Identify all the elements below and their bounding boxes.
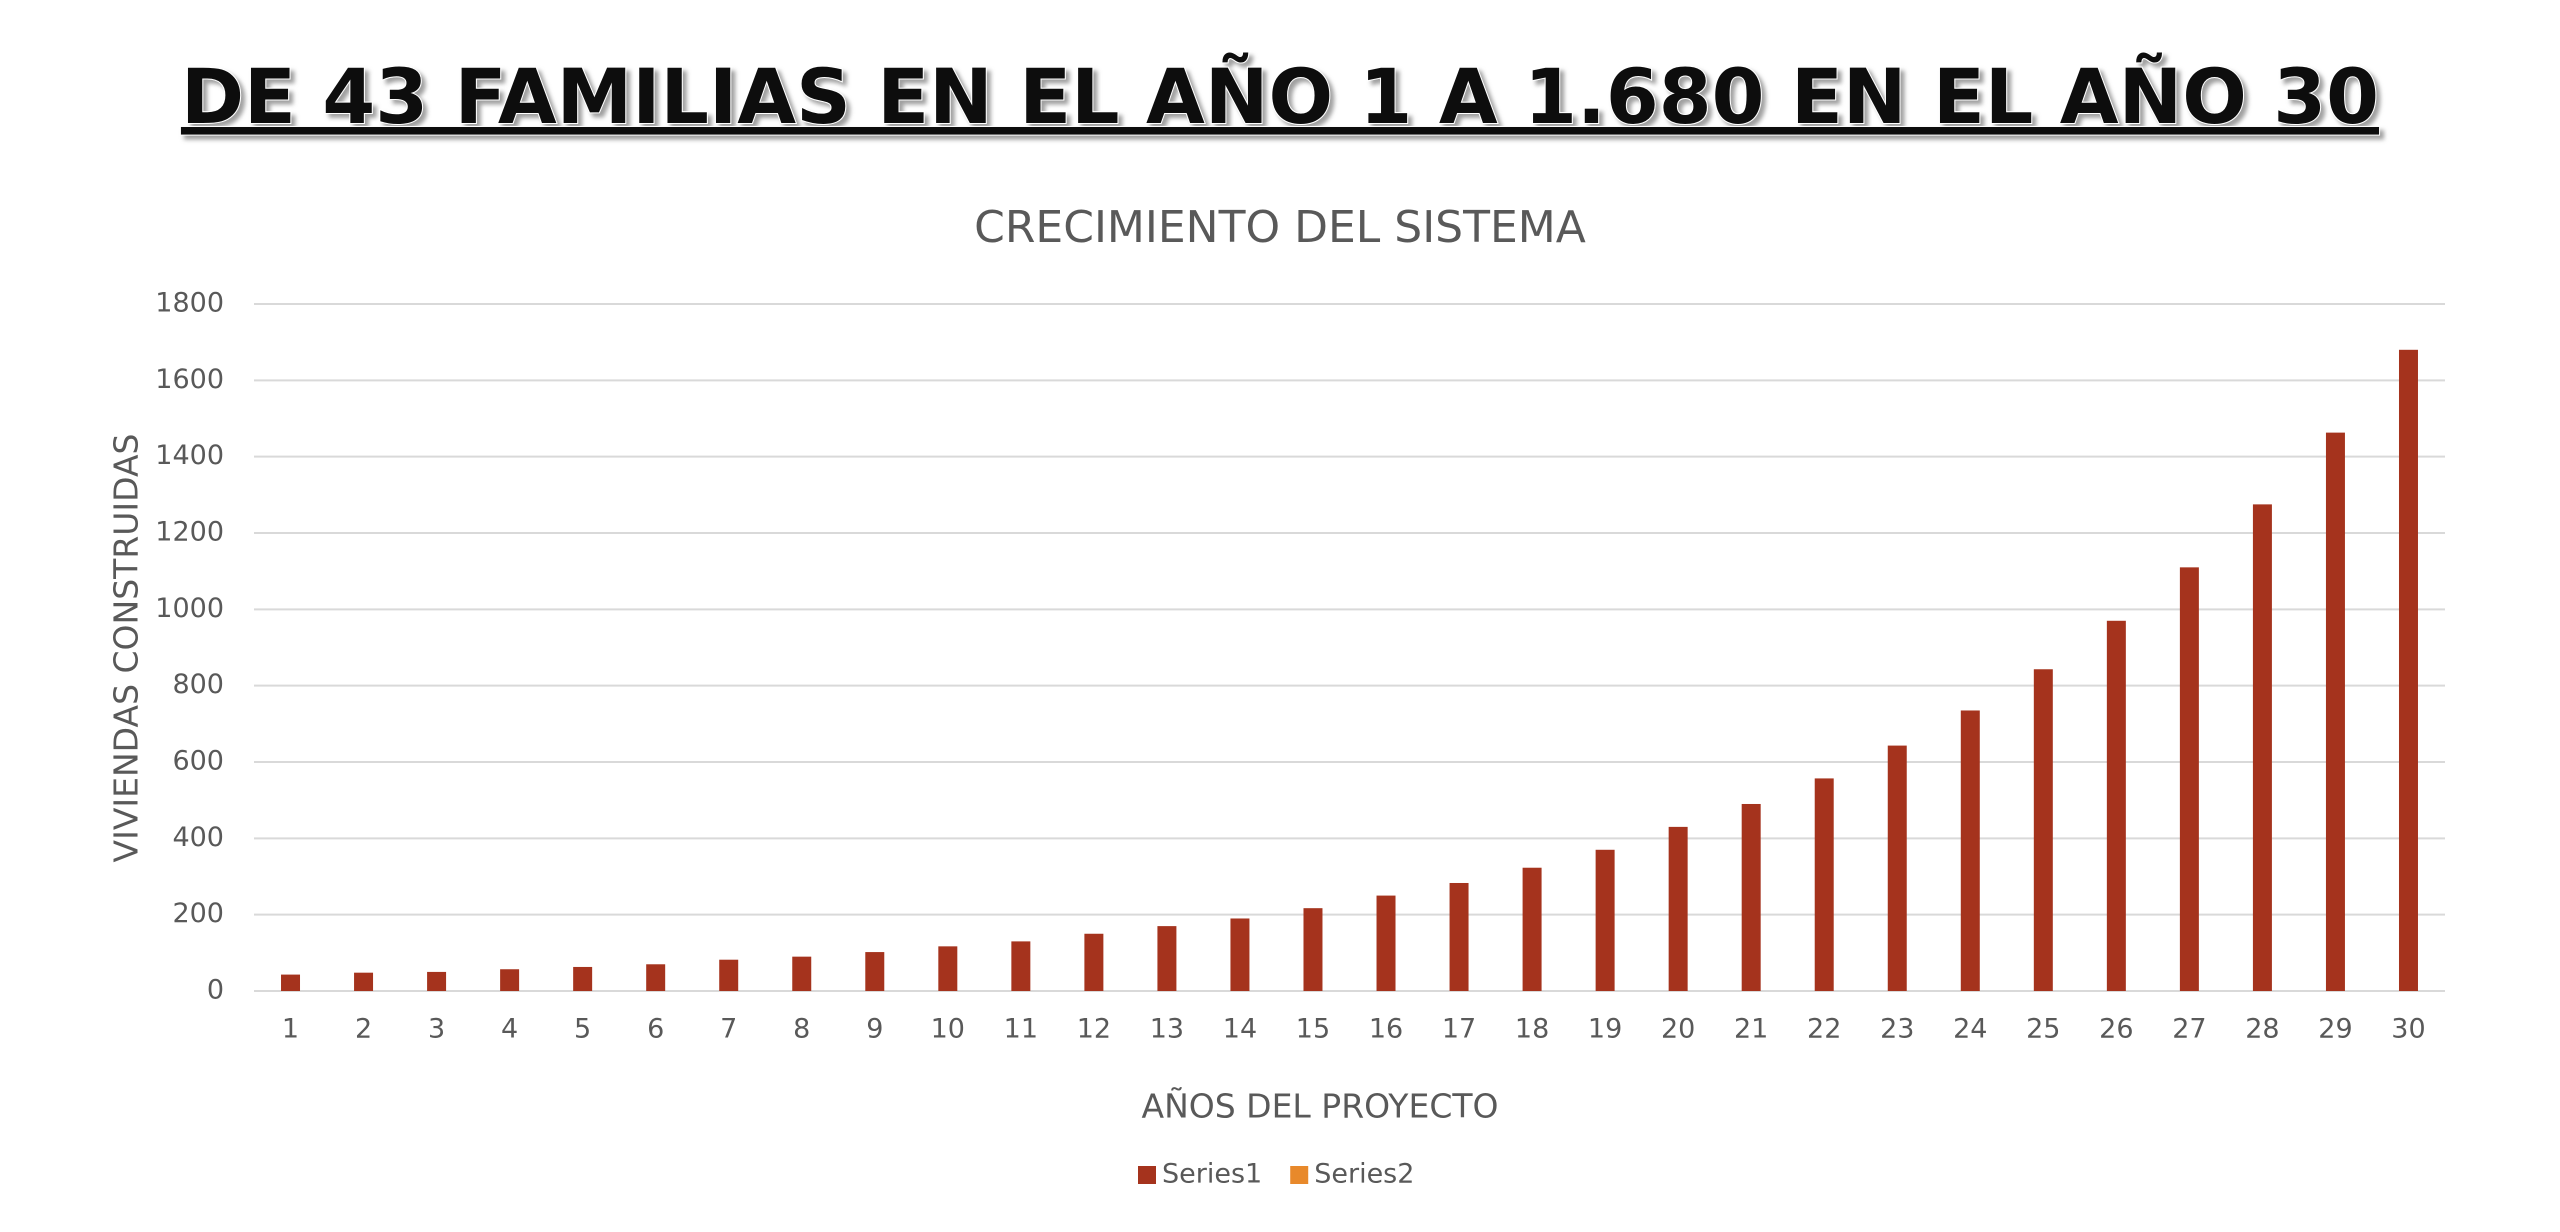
y-tick-label: 800 bbox=[172, 669, 224, 700]
x-tick-label: 28 bbox=[2245, 1014, 2279, 1045]
x-tick-label: 10 bbox=[931, 1014, 965, 1045]
x-tick-label: 1 bbox=[282, 1014, 299, 1045]
x-tick-label: 19 bbox=[1588, 1014, 1622, 1045]
bar bbox=[1668, 826, 1688, 991]
x-tick-label: 11 bbox=[1004, 1014, 1038, 1045]
bar bbox=[427, 971, 447, 991]
x-tick-label: 3 bbox=[428, 1014, 445, 1045]
legend-label: Series2 bbox=[1314, 1159, 1414, 1190]
bar bbox=[1741, 803, 1761, 991]
bar bbox=[1814, 778, 1834, 991]
x-tick-label: 2 bbox=[355, 1014, 372, 1045]
bar bbox=[2033, 669, 2053, 991]
bar bbox=[573, 966, 593, 991]
bar bbox=[646, 964, 666, 991]
bar bbox=[719, 959, 739, 991]
bar bbox=[1376, 895, 1396, 991]
x-axis-label: AÑOS DEL PROYECTO bbox=[1142, 1087, 1499, 1126]
bar bbox=[1449, 882, 1469, 991]
bar bbox=[1595, 849, 1615, 991]
x-tick-label: 29 bbox=[2318, 1014, 2352, 1045]
bar bbox=[2179, 567, 2199, 991]
x-tick-label: 6 bbox=[647, 1014, 664, 1045]
y-tick-label: 1200 bbox=[155, 517, 224, 548]
y-tick-label: 200 bbox=[172, 898, 224, 929]
x-tick-label: 5 bbox=[574, 1014, 591, 1045]
legend-swatch bbox=[1138, 1166, 1156, 1184]
bar bbox=[354, 972, 374, 991]
x-tick-label: 17 bbox=[1442, 1014, 1476, 1045]
x-tick-label: 18 bbox=[1515, 1014, 1549, 1045]
x-tick-label: 7 bbox=[720, 1014, 737, 1045]
x-tick-label: 24 bbox=[1953, 1014, 1987, 1045]
bar bbox=[2252, 504, 2272, 991]
bar bbox=[1522, 867, 1542, 991]
x-tick-label: 16 bbox=[1369, 1014, 1403, 1045]
y-tick-label: 1600 bbox=[155, 364, 224, 395]
bar bbox=[2398, 349, 2418, 991]
bar bbox=[2106, 620, 2126, 991]
x-tick-label: 21 bbox=[1734, 1014, 1768, 1045]
bar bbox=[1084, 933, 1104, 991]
bar bbox=[865, 952, 885, 991]
bar bbox=[1887, 745, 1907, 991]
x-tick-label: 13 bbox=[1150, 1014, 1184, 1045]
x-tick-label: 30 bbox=[2391, 1014, 2425, 1045]
legend-swatch bbox=[1290, 1166, 1309, 1184]
bar bbox=[2325, 432, 2345, 991]
x-tick-label: 27 bbox=[2172, 1014, 2206, 1045]
x-tick-label: 14 bbox=[1223, 1014, 1257, 1045]
bar bbox=[1157, 926, 1177, 991]
bar bbox=[1960, 710, 1980, 991]
bar bbox=[281, 974, 301, 991]
x-tick-label: 25 bbox=[2026, 1014, 2060, 1045]
bar bbox=[500, 969, 520, 991]
x-tick-label: 20 bbox=[1661, 1014, 1695, 1045]
x-tick-label: 9 bbox=[866, 1014, 883, 1045]
x-tick-label: 23 bbox=[1880, 1014, 1914, 1045]
x-tick-label: 12 bbox=[1077, 1014, 1111, 1045]
y-tick-label: 400 bbox=[172, 822, 224, 853]
bar bbox=[938, 946, 958, 991]
bar bbox=[792, 956, 812, 991]
bar bbox=[1303, 908, 1323, 991]
y-tick-label: 600 bbox=[172, 746, 224, 777]
y-tick-label: 1800 bbox=[155, 288, 224, 319]
x-tick-label: 8 bbox=[793, 1014, 810, 1045]
y-axis-label: VIVIENDAS CONSTRUIDAS bbox=[107, 434, 146, 863]
legend-label: Series1 bbox=[1162, 1159, 1262, 1190]
x-tick-label: 15 bbox=[1296, 1014, 1330, 1045]
y-tick-label: 1000 bbox=[155, 593, 224, 624]
x-tick-label: 22 bbox=[1807, 1014, 1841, 1045]
bar bbox=[1011, 941, 1031, 991]
page-title: DE 43 FAMILIAS EN EL AÑO 1 A 1.680 EN EL… bbox=[181, 52, 2379, 141]
x-tick-label: 26 bbox=[2099, 1014, 2133, 1045]
bar bbox=[1230, 918, 1250, 991]
chart-title: CRECIMIENTO DEL SISTEMA bbox=[974, 202, 1586, 253]
y-tick-label: 1400 bbox=[155, 440, 224, 471]
y-tick-label: 0 bbox=[207, 975, 224, 1006]
x-tick-label: 4 bbox=[501, 1014, 518, 1045]
